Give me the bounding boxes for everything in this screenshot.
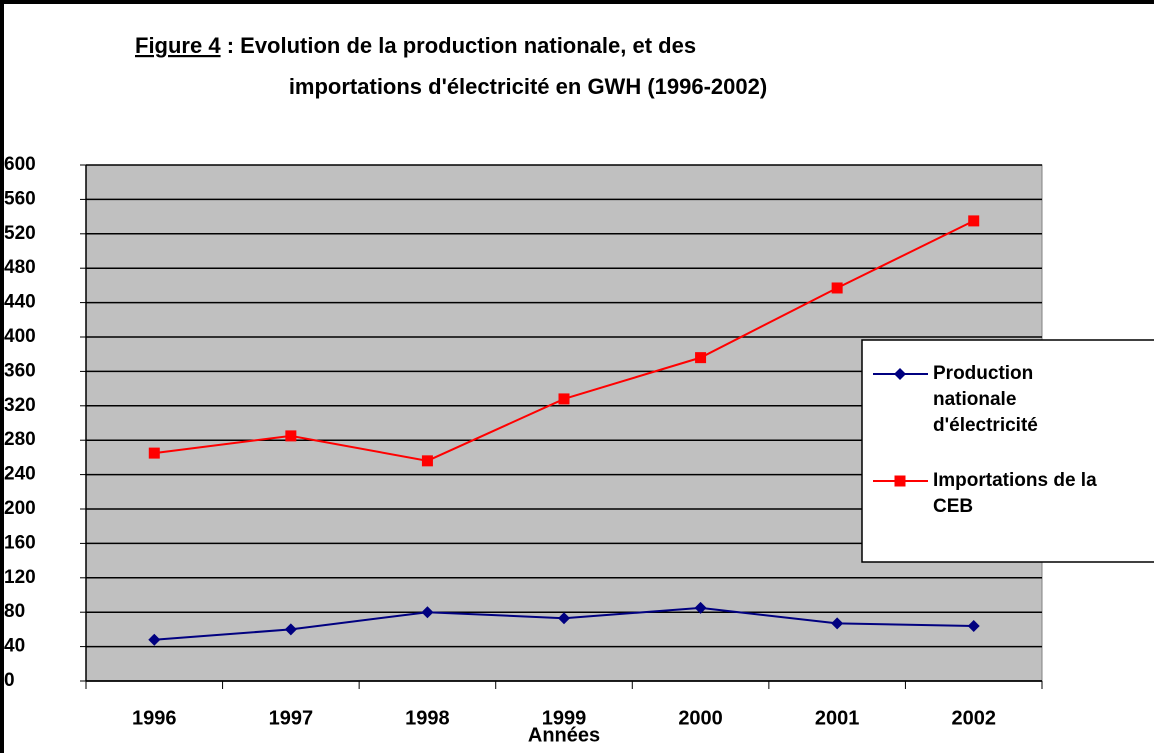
y-tick-label: 40 [4,636,25,657]
x-tick-label: 1998 [405,707,450,729]
chart-title: Figure 4 : Evolution de la production na… [135,33,696,58]
marker [894,368,906,380]
y-tick-label: 600 [4,154,36,175]
marker [894,475,906,487]
y-tick-label: 280 [4,429,36,450]
y-tick-label: 80 [4,601,25,622]
marker [831,617,844,630]
marker [421,606,434,619]
x-axis-label: Années [528,724,600,746]
y-tick-label: 120 [4,567,36,588]
y-tick-label: 240 [4,464,36,485]
x-tick-label: 2001 [815,707,860,729]
y-tick-label: 400 [4,326,36,347]
title-line: : Evolution de la production nationale, … [227,33,696,58]
marker [148,447,160,459]
y-tick-label: 360 [4,360,36,381]
marker [285,430,297,442]
title-prefix: Figure 4 [135,33,221,58]
y-tick-label: 160 [4,532,36,553]
y-tick-label: 560 [4,188,36,209]
x-tick-label: 1997 [269,707,314,729]
y-tick-label: 0 [4,670,15,691]
x-tick-label: 1999 [542,707,587,729]
x-tick-label: 2002 [951,707,996,729]
x-tick-label: 1996 [132,707,177,729]
marker [695,352,707,364]
y-tick-label: 520 [4,223,36,244]
marker [558,612,570,625]
marker [148,633,161,646]
marker [421,455,433,467]
legend-label: Production nationale d'électricité [933,363,1039,436]
y-tick-label: 320 [4,395,36,416]
marker [694,601,707,614]
chart-title: importations d'électricité en GWH (1996-… [289,74,767,99]
x-tick-label: 2000 [678,707,723,729]
marker [831,282,843,294]
marker [968,215,980,227]
marker [558,393,570,405]
marker [967,619,980,632]
y-tick-label: 440 [4,292,36,313]
marker [284,623,297,636]
legend-box [861,339,1154,563]
y-tick-label: 200 [4,498,36,519]
y-tick-label: 480 [4,257,36,278]
legend-label: Importations de la CEB [933,470,1102,517]
